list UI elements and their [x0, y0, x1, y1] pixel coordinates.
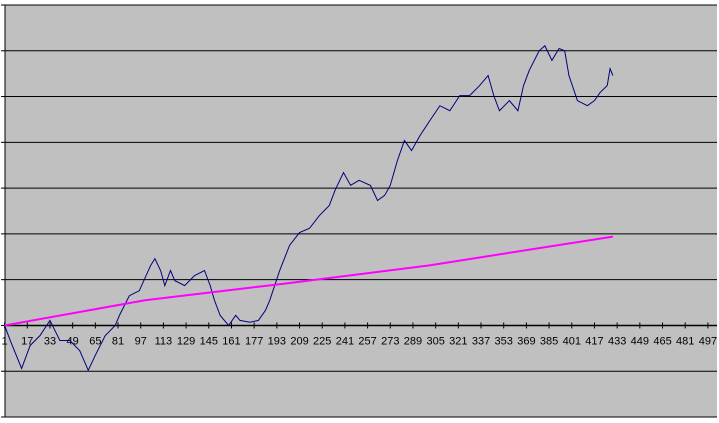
- x-tick-label: 161: [222, 335, 240, 347]
- x-tick-label: 177: [245, 335, 263, 347]
- x-tick-label: 321: [449, 335, 467, 347]
- x-tick-label: 257: [358, 335, 376, 347]
- x-tick-label: 305: [426, 335, 444, 347]
- x-tick-label: 97: [135, 335, 147, 347]
- x-tick-label: 497: [699, 335, 717, 347]
- plot-area: [5, 5, 717, 417]
- x-tick-label: 209: [290, 335, 308, 347]
- x-tick-label: 81: [112, 335, 124, 347]
- x-tick-label: 193: [268, 335, 286, 347]
- x-tick-label: 465: [653, 335, 671, 347]
- x-tick-label: 417: [585, 335, 603, 347]
- x-tick-label: 401: [563, 335, 581, 347]
- x-tick-label: 1: [2, 335, 8, 347]
- x-tick-label: 33: [44, 335, 56, 347]
- x-tick-label: 49: [67, 335, 79, 347]
- x-tick-label: 433: [608, 335, 626, 347]
- x-tick-label: 289: [404, 335, 422, 347]
- x-tick-label: 145: [200, 335, 218, 347]
- x-tick-label: 129: [177, 335, 195, 347]
- x-tick-label: 113: [155, 335, 173, 347]
- x-tick-label: 385: [540, 335, 558, 347]
- x-tick-label: 17: [21, 335, 33, 347]
- data-line: [4, 235, 614, 327]
- data-line: [4, 44, 614, 372]
- x-tick-label: 353: [495, 335, 513, 347]
- x-tick-label: 369: [517, 335, 535, 347]
- x-tick-label: 449: [631, 335, 649, 347]
- x-tick-label: 273: [381, 335, 399, 347]
- x-tick-label: 241: [336, 335, 354, 347]
- x-tick-label: 337: [472, 335, 490, 347]
- x-tick-label: 225: [313, 335, 331, 347]
- x-tick-label: 481: [676, 335, 694, 347]
- x-tick-label: 65: [89, 335, 101, 347]
